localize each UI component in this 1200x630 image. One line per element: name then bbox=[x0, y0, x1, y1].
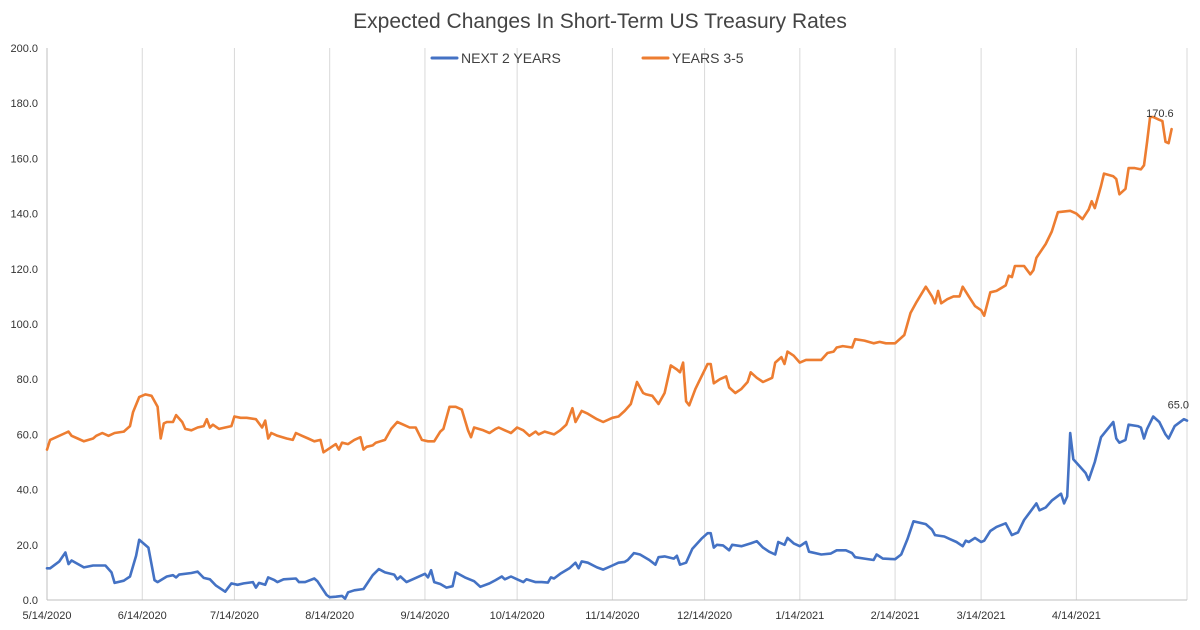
x-tick-label: 12/14/2020 bbox=[677, 610, 732, 622]
x-tick-label: 3/14/2021 bbox=[957, 610, 1006, 622]
series-lines bbox=[45, 115, 1189, 600]
y-tick-label: 100.0 bbox=[10, 319, 38, 331]
x-tick-label: 2/14/2021 bbox=[871, 610, 920, 622]
series-line-next-2-years bbox=[45, 415, 1189, 600]
y-tick-label: 40.0 bbox=[17, 485, 38, 497]
x-tick-label: 11/14/2020 bbox=[585, 610, 639, 622]
data-labels: 65.0 170.6 bbox=[1146, 108, 1189, 411]
x-tick-label: 9/14/2020 bbox=[400, 610, 449, 622]
x-tick-label: 1/14/2021 bbox=[775, 610, 824, 622]
legend: NEXT 2 YEARS YEARS 3-5 bbox=[430, 50, 744, 66]
y-tick-label: 20.0 bbox=[17, 540, 38, 552]
y-tick-label: 0.0 bbox=[23, 595, 38, 607]
y-tick-label: 60.0 bbox=[17, 429, 38, 441]
y-tick-label: 160.0 bbox=[10, 153, 38, 165]
x-tick-label: 4/14/2021 bbox=[1052, 610, 1101, 622]
y-tick-label: 120.0 bbox=[10, 264, 38, 276]
chart-title: Expected Changes In Short-Term US Treasu… bbox=[353, 10, 847, 33]
axes: 5/14/2020 6/14/2020 7/14/2020 8/14/2020 9/14… bbox=[10, 43, 1187, 622]
y-tick-label: 140.0 bbox=[10, 209, 38, 221]
y-tick-label: 180.0 bbox=[10, 98, 38, 110]
x-tick-label: 10/14/2020 bbox=[490, 610, 545, 622]
x-tick-label: 8/14/2020 bbox=[305, 610, 354, 622]
y-tick-label: 80.0 bbox=[17, 374, 38, 386]
x-tick-label: 5/14/2020 bbox=[23, 610, 72, 622]
end-data-label: 65.0 bbox=[1168, 400, 1189, 412]
x-tick-label: 7/14/2020 bbox=[210, 610, 259, 622]
gridlines bbox=[141, 48, 1188, 600]
end-data-label: 170.6 bbox=[1146, 108, 1174, 120]
x-tick-label: 6/14/2020 bbox=[118, 610, 167, 622]
legend-label: YEARS 3-5 bbox=[672, 50, 744, 66]
series-line-years-3-5 bbox=[45, 115, 1173, 454]
legend-label: NEXT 2 YEARS bbox=[461, 50, 561, 66]
y-tick-label: 200.0 bbox=[10, 43, 38, 55]
